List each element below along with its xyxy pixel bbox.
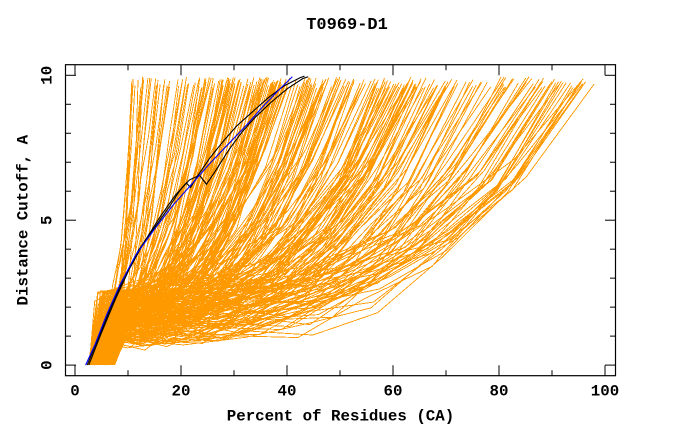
svg-text:10: 10	[39, 66, 57, 85]
svg-text:60: 60	[384, 383, 403, 401]
svg-text:0: 0	[39, 360, 57, 369]
svg-text:0: 0	[70, 383, 79, 401]
svg-text:T0969-D1: T0969-D1	[306, 16, 388, 35]
svg-text:Distance Cutoff, A: Distance Cutoff, A	[15, 134, 33, 305]
svg-text:5: 5	[39, 215, 57, 224]
svg-text:80: 80	[490, 383, 509, 401]
svg-text:20: 20	[172, 383, 191, 401]
svg-text:Percent of Residues (CA): Percent of Residues (CA)	[227, 408, 455, 426]
svg-text:40: 40	[278, 383, 297, 401]
svg-text:100: 100	[591, 383, 619, 401]
